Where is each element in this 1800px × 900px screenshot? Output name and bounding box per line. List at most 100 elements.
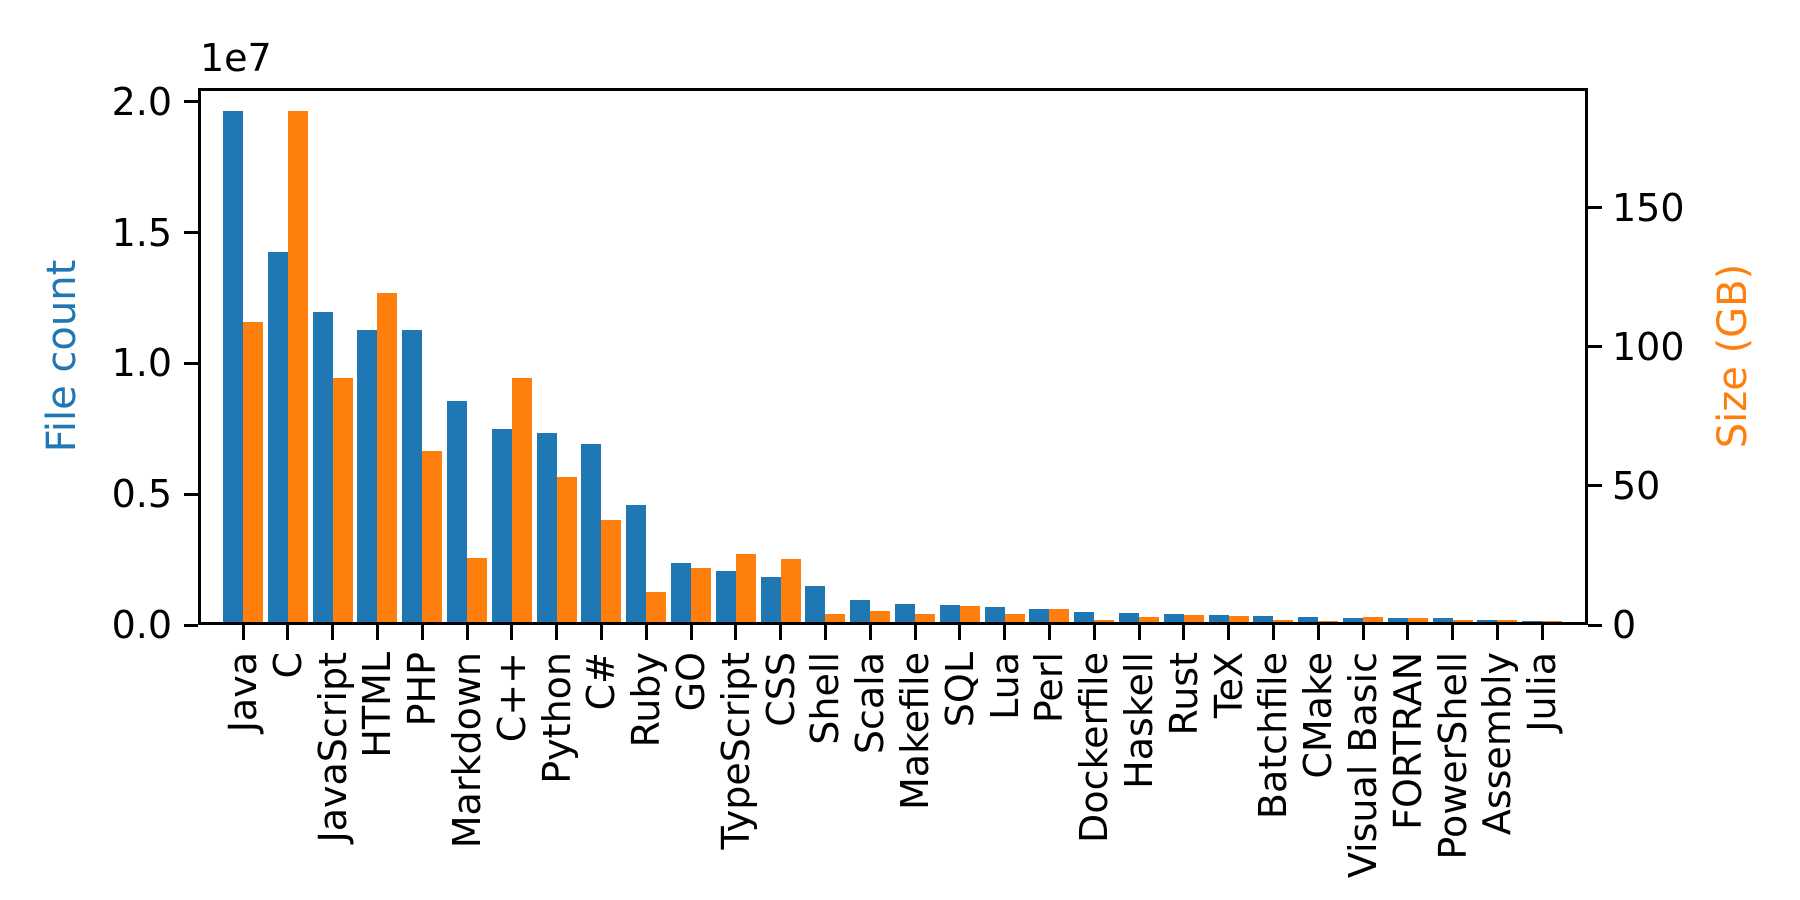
x-tick-mark [1316,625,1320,640]
bar-size-gb [1004,614,1025,622]
bar-size-gb [1452,620,1473,622]
right-y-tick-label: 0 [1612,603,1637,647]
right-y-tick-mark [1588,484,1602,488]
x-tick-label: Dockerfile [1072,652,1117,843]
bar-file-count [1432,618,1453,622]
bar-file-count [1522,620,1543,622]
bar-size-gb [870,611,891,622]
x-tick-mark [1451,625,1455,640]
bar-size-gb [1049,608,1070,622]
x-tick-label: SQL [937,652,982,728]
x-tick-label: Markdown [445,652,489,849]
bar-file-count [536,432,557,622]
bar-size-gb [780,558,801,622]
right-y-axis-label: Size (GB) [1710,263,1756,449]
bar-size-gb [1542,621,1563,622]
x-tick-label: PHP [400,652,445,727]
bar-file-count [760,576,781,622]
x-tick-label: C++ [489,652,534,743]
right-y-tick-label: 150 [1612,185,1685,230]
x-tick-mark [465,625,469,640]
left-y-tick-mark [184,361,198,365]
x-tick-label: C# [579,652,624,711]
bar-size-gb [1497,619,1518,622]
bar-file-count [939,604,960,622]
x-tick-mark [1047,625,1051,640]
bar-size-gb [422,451,443,622]
bar-size-gb [1228,616,1249,622]
bar-file-count [312,312,333,622]
right-y-tick-label: 100 [1612,324,1685,369]
x-tick-mark [1003,625,1007,640]
x-tick-label: Makefile [893,652,937,810]
x-tick-mark [1361,625,1365,640]
x-tick-label: JavaScript [310,652,355,843]
bar-file-count [267,252,288,622]
bar-file-count [223,110,243,622]
bar-file-count [491,428,512,622]
x-tick-label: Julia [1520,652,1565,732]
bar-size-gb [332,377,353,622]
bar-file-count [895,604,915,622]
bar-file-count [850,600,871,622]
x-tick-mark [510,625,514,640]
bar-file-count [1298,617,1319,622]
bar-size-gb [1139,616,1159,622]
bar-size-gb [691,568,711,622]
x-tick-mark [734,625,738,640]
x-tick-label: Ruby [624,652,669,748]
x-tick-mark [1182,625,1186,640]
bar-file-count [715,571,736,622]
bar-file-count [1387,618,1408,622]
x-tick-mark [1540,625,1544,640]
x-tick-label: Java [221,652,265,733]
right-y-tick-mark [1588,206,1602,210]
x-tick-mark [375,625,379,640]
bar-file-count [1343,617,1363,622]
x-tick-mark [331,625,335,640]
bar-file-count [357,329,378,622]
x-tick-label: FORTRAN [1385,652,1430,830]
bar-size-gb [601,519,622,622]
left-y-tick-label: 2.0 [111,79,172,124]
bar-size-gb [915,613,935,622]
left-y-tick-label: 1.0 [111,341,172,386]
bar-size-gb [646,591,667,622]
x-tick-mark [420,625,424,640]
x-tick-label: CMake [1296,652,1341,779]
bar-file-count [1163,613,1184,622]
x-tick-mark [1495,625,1499,640]
bar-file-count [984,606,1005,622]
x-tick-label: Lua [982,652,1027,720]
bar-size-gb [825,613,846,622]
x-tick-mark [644,625,648,640]
x-tick-label: Haskell [1117,652,1161,789]
x-tick-mark [823,625,827,640]
right-y-tick-mark [1588,623,1602,627]
bar-file-count [671,562,691,622]
x-tick-label: TypeScript [713,652,758,850]
bar-file-count [581,443,602,622]
bar-size-gb [1183,614,1204,622]
x-tick-mark [599,625,603,640]
bar-size-gb [511,377,532,622]
x-tick-label: Visual Basic [1341,652,1385,879]
right-y-tick-mark [1588,345,1602,349]
x-tick-label: C [265,652,310,679]
x-tick-label: TeX [1206,652,1251,719]
bar-size-gb [735,553,756,622]
x-tick-label: Rust [1161,652,1206,736]
bar-file-count [626,505,647,622]
x-tick-label: Batchfile [1251,652,1296,820]
x-tick-label: Python [534,652,579,784]
bar-size-gb [1273,620,1294,622]
bar-size-gb [1363,616,1383,622]
x-tick-mark [555,625,559,640]
bar-file-count [1253,615,1274,622]
left-y-tick-label: 1.5 [111,210,172,255]
bar-file-count [402,329,423,622]
bar-size-gb [243,322,263,622]
x-tick-mark [913,625,917,640]
left-y-tick-mark [184,623,198,627]
